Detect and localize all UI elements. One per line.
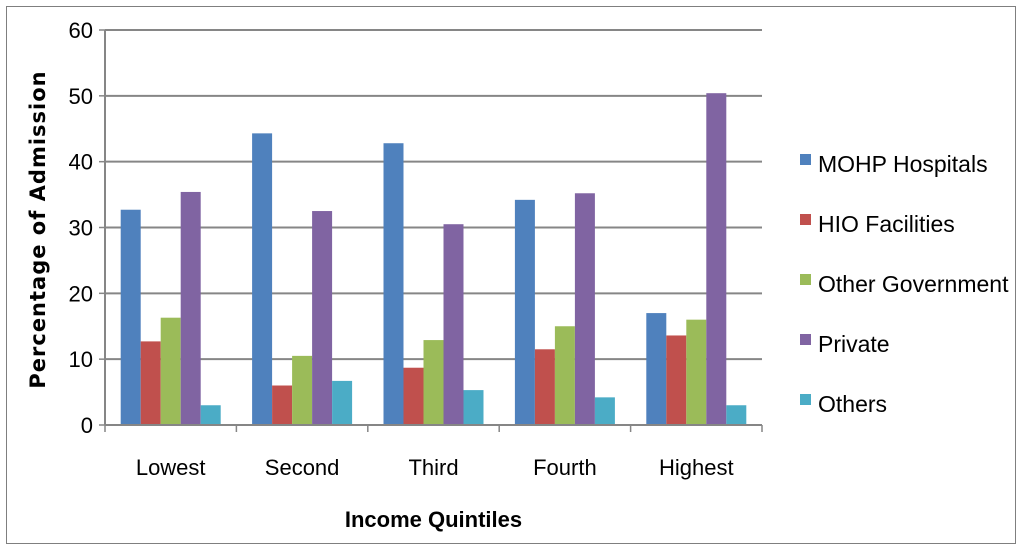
- legend-swatch: [800, 154, 811, 165]
- bar-mohp-hospitals-highest: [646, 313, 667, 425]
- bar-others-lowest: [200, 405, 221, 425]
- y-tick-label: 40: [69, 150, 93, 175]
- legend-label: MOHP Hospitals: [818, 151, 988, 177]
- y-tick-label: 10: [69, 347, 93, 372]
- legend-swatch: [800, 394, 811, 405]
- x-tick-label: Second: [265, 455, 340, 480]
- legend-item-hio-facilities: HIO Facilities: [800, 211, 955, 237]
- bar-hio-facilities-highest: [666, 335, 687, 425]
- x-tick-label: Fourth: [533, 455, 597, 480]
- y-tick-label: 20: [69, 281, 93, 306]
- y-tick-label: 30: [69, 216, 93, 241]
- bar-hio-facilities-fourth: [534, 349, 555, 425]
- y-tick-label: 0: [81, 413, 93, 438]
- bar-mohp-hospitals-third: [383, 143, 404, 425]
- bars: [120, 93, 747, 425]
- bar-others-fourth: [594, 397, 615, 425]
- legend-label: Other Government: [818, 271, 1009, 297]
- legend-label: HIO Facilities: [818, 211, 955, 237]
- y-tick-label: 50: [69, 84, 93, 109]
- bar-private-third: [443, 224, 464, 425]
- y-tick-label: 60: [69, 18, 93, 43]
- bar-other-government-lowest: [160, 317, 181, 425]
- legend-item-private: Private: [800, 331, 890, 357]
- legend-label: Private: [818, 331, 890, 357]
- bar-other-government-highest: [686, 319, 707, 425]
- y-axis-title: Percentage of Admission: [26, 70, 50, 388]
- bar-other-government-fourth: [554, 326, 575, 425]
- legend-swatch: [800, 214, 811, 225]
- bar-mohp-hospitals-second: [252, 133, 273, 425]
- tick-labels: 0 10 20 30 40 50 60 Lowest Second Third Fourth High…: [69, 18, 734, 480]
- bar-private-fourth: [574, 193, 595, 425]
- axes: [99, 29, 763, 432]
- x-tick-label: Third: [408, 455, 458, 480]
- legend-label: Others: [818, 391, 887, 417]
- x-axis-title: Income Quintiles: [345, 507, 522, 532]
- bar-hio-facilities-lowest: [140, 341, 161, 425]
- x-tick-label: Lowest: [136, 455, 206, 480]
- bar-hio-facilities-third: [403, 367, 424, 425]
- bar-private-second: [312, 211, 333, 425]
- legend-item-mohp-hospitals: MOHP Hospitals: [800, 151, 988, 177]
- x-tick-label: Highest: [659, 455, 734, 480]
- legend-swatch: [800, 274, 811, 285]
- bar-hio-facilities-second: [272, 385, 293, 425]
- bar-private-highest: [706, 93, 727, 425]
- bar-mohp-hospitals-fourth: [514, 199, 535, 425]
- legend-item-other-government: Other Government: [800, 271, 1009, 297]
- bar-others-third: [463, 390, 484, 425]
- bar-others-second: [332, 380, 353, 425]
- bar-other-government-second: [292, 355, 313, 425]
- bar-mohp-hospitals-lowest: [120, 209, 141, 425]
- bar-other-government-third: [423, 340, 444, 425]
- bar-private-lowest: [180, 191, 201, 425]
- legend: MOHP Hospitals HIO Facilities Other Govern…: [800, 151, 1009, 417]
- bar-others-highest: [726, 405, 747, 425]
- gridlines: [105, 29, 762, 361]
- legend-swatch: [800, 334, 811, 345]
- legend-item-others: Others: [800, 391, 887, 417]
